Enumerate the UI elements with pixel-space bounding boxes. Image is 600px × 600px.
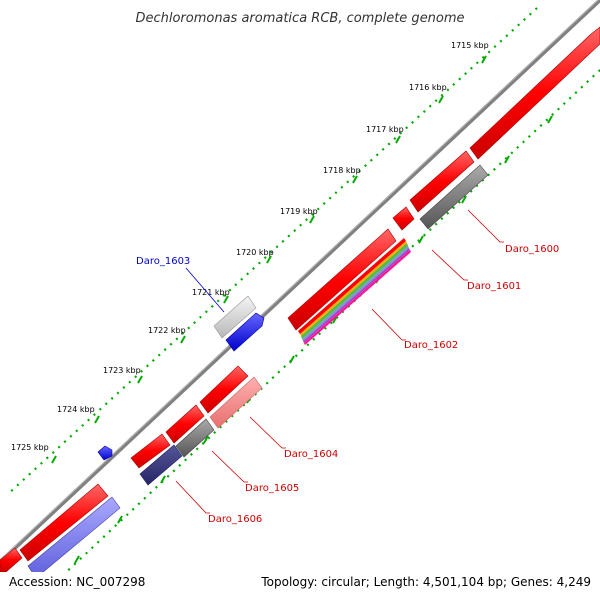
- gene-label-daro-1605[interactable]: Daro_1605: [245, 483, 299, 494]
- genome-backbone-highlight: [0, 0, 599, 561]
- tick-label: 1717 kbp: [366, 125, 404, 134]
- inner-major-ticks: [74, 115, 553, 564]
- feature-bar[interactable]: [175, 418, 215, 458]
- feature-bar[interactable]: [301, 243, 408, 339]
- tick-label: 1723 kbp: [103, 366, 141, 375]
- gene-label-daro-1604[interactable]: Daro_1604: [284, 449, 338, 460]
- gene-arrow[interactable]: [130, 433, 171, 469]
- feature-bar[interactable]: [97, 445, 113, 461]
- genome-summary: Topology: circular; Length: 4,501,104 bp…: [260, 575, 591, 589]
- feature-bar[interactable]: [225, 312, 265, 352]
- feature-bar[interactable]: [300, 241, 407, 336]
- tick-label: 1725 kbp: [11, 443, 49, 452]
- tick-labels: 1715 kbp 1716 kbp 1717 kbp 1718 kbp 1719…: [11, 41, 489, 452]
- gene-label-daro-1602[interactable]: Daro_1602: [404, 340, 458, 351]
- gene-label-daro-1600[interactable]: Daro_1600: [505, 244, 559, 255]
- gene-arrow[interactable]: [287, 228, 397, 331]
- feature-bar[interactable]: [298, 238, 406, 334]
- outer-major-ticks: [51, 55, 487, 464]
- tick-label: 1720 kbp: [236, 248, 274, 257]
- tick-label: 1718 kbp: [323, 166, 361, 175]
- gene-label-daro-1603[interactable]: Daro_1603: [136, 256, 190, 267]
- feature-bar[interactable]: [419, 164, 489, 230]
- gene-arrow[interactable]: [199, 365, 249, 414]
- tick-label: 1721 kbp: [192, 288, 230, 297]
- gene-label-daro-1606[interactable]: Daro_1606: [208, 514, 262, 525]
- tick-label: 1724 kbp: [57, 405, 95, 414]
- feature-bar[interactable]: [302, 246, 409, 341]
- feature-bar[interactable]: [139, 444, 183, 486]
- feature-bar[interactable]: [209, 376, 263, 429]
- gene-arrow[interactable]: [392, 206, 415, 231]
- gene-arrow[interactable]: [409, 150, 475, 213]
- label-leaders: [175, 209, 504, 514]
- feature-bar[interactable]: [304, 250, 411, 345]
- gene-labels: Daro_1600 Daro_1601 Daro_1602 Daro_1603 …: [136, 244, 559, 525]
- feature-bar[interactable]: [213, 295, 257, 339]
- genome-backbone: [0, 0, 600, 564]
- accession-label: Accession: NC_007298: [9, 575, 145, 589]
- gene-label-daro-1601[interactable]: Daro_1601: [467, 281, 521, 292]
- feature-bar[interactable]: [303, 248, 410, 343]
- tick-label: 1715 kbp: [451, 41, 489, 50]
- tick-label: 1716 kbp: [409, 83, 447, 92]
- tick-label: 1722 kbp: [148, 326, 186, 335]
- map-title: Dechloromonas aromatica RCB, complete ge…: [135, 11, 464, 26]
- inner-tick-track: [59, 69, 600, 579]
- feature-track: [27, 164, 489, 579]
- gene-arrow[interactable]: [19, 483, 109, 562]
- footer-background: [0, 572, 600, 600]
- gene-arrow[interactable]: [165, 404, 205, 444]
- tick-label: 1719 kbp: [280, 207, 318, 216]
- gene-arrow[interactable]: [0, 547, 23, 573]
- gene-arrow[interactable]: [469, 26, 600, 160]
- forward-genes: [0, 26, 600, 573]
